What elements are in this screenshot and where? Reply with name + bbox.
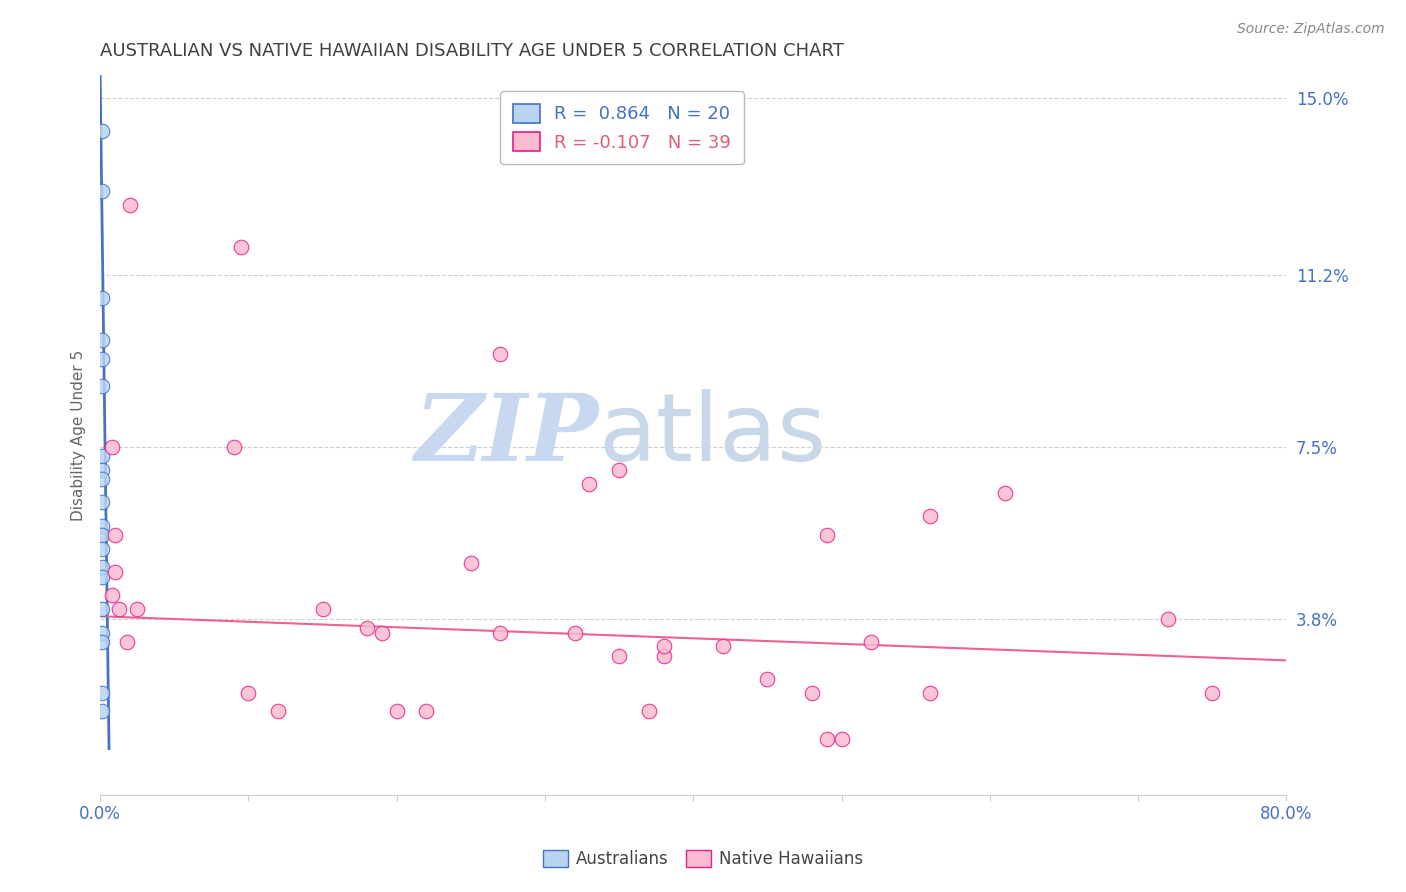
Point [489,625,512,640]
Point [1201,686,1223,700]
Point [578,476,600,491]
Point [90,625,112,640]
Point [104,565,127,579]
Point [652,648,675,663]
Point [652,640,675,654]
Point [90,291,112,305]
Y-axis label: Disability Age Under 5: Disability Age Under 5 [72,350,86,521]
Point [815,732,838,747]
Point [90,449,112,463]
Point [800,686,823,700]
Point [101,588,124,602]
Point [90,560,112,574]
Point [90,705,112,719]
Point [460,556,482,570]
Point [90,518,112,533]
Point [118,198,141,212]
Point [90,495,112,509]
Point [90,528,112,542]
Point [127,602,149,616]
Point [607,648,630,663]
Point [108,602,131,616]
Point [815,528,838,542]
Point [385,705,408,719]
Point [831,732,853,747]
Point [229,240,252,254]
Text: ZIP: ZIP [415,390,599,480]
Point [920,509,942,524]
Point [711,640,734,654]
Legend: R =  0.864   N = 20, R = -0.107   N = 39: R = 0.864 N = 20, R = -0.107 N = 39 [501,92,744,164]
Point [920,686,942,700]
Point [756,672,779,686]
Point [1157,611,1180,625]
Point [415,705,437,719]
Point [115,635,138,649]
Point [489,347,512,361]
Text: AUSTRALIAN VS NATIVE HAWAIIAN DISABILITY AGE UNDER 5 CORRELATION CHART: AUSTRALIAN VS NATIVE HAWAIIAN DISABILITY… [100,42,844,60]
Point [91,184,114,198]
Point [90,379,112,393]
Point [311,602,333,616]
Point [238,686,260,700]
Point [860,635,883,649]
Point [90,351,112,366]
Point [371,625,394,640]
Point [222,440,245,454]
Point [564,625,586,640]
Legend: Australians, Native Hawaiians: Australians, Native Hawaiians [536,843,870,875]
Point [356,621,378,635]
Point [90,570,112,584]
Point [90,333,112,347]
Point [90,463,112,477]
Point [101,440,124,454]
Point [267,705,290,719]
Point [90,635,112,649]
Text: Source: ZipAtlas.com: Source: ZipAtlas.com [1237,22,1385,37]
Point [90,602,112,616]
Point [90,472,112,486]
Point [90,124,112,138]
Point [637,705,659,719]
Point [90,686,112,700]
Point [104,528,127,542]
Text: atlas: atlas [599,389,827,481]
Point [90,541,112,556]
Point [607,463,630,477]
Point [994,486,1017,500]
